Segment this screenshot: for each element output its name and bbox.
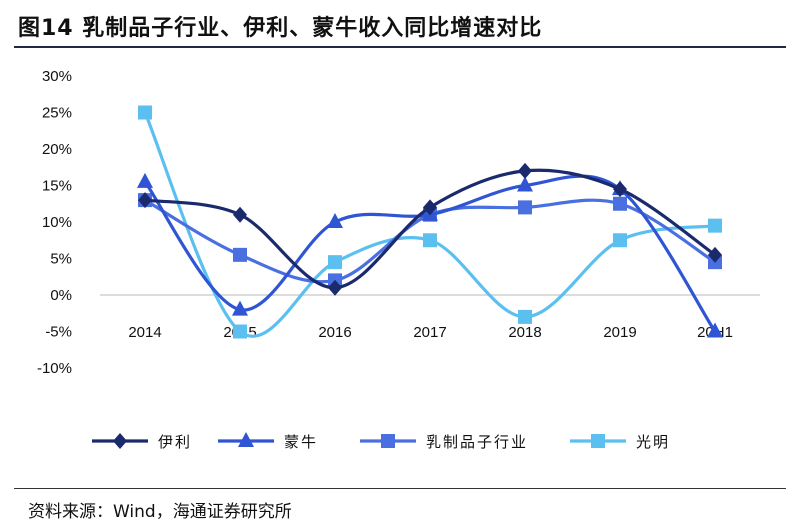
- legend-label: 伊利: [158, 433, 192, 451]
- y-tick-label: 30%: [42, 68, 72, 85]
- x-tick-label: 2014: [128, 324, 161, 341]
- y-tick-label: -10%: [37, 360, 72, 377]
- line-chart: 30%25%20%15%10%5%0%-5%-10%20142015201620…: [37, 68, 760, 451]
- data-point-series-0: [328, 279, 342, 296]
- data-point-series-0: [138, 192, 152, 209]
- data-point-series-0: [233, 206, 247, 223]
- legend-label: 蒙牛: [284, 433, 318, 451]
- legend-label: 光明: [636, 433, 670, 451]
- y-tick-label: 15%: [42, 178, 72, 195]
- y-tick-label: 25%: [42, 105, 72, 122]
- data-point-series-3: [328, 255, 342, 270]
- x-tick-label: 2019: [603, 324, 636, 341]
- data-point-series-2: [518, 200, 532, 215]
- series-line-0: [143, 168, 717, 290]
- data-point-series-0: [708, 246, 722, 263]
- x-tick-label: 2017: [413, 324, 446, 341]
- y-tick-label: 20%: [42, 141, 72, 158]
- data-point-series-1: [137, 172, 153, 188]
- data-point-series-3: [613, 233, 627, 248]
- data-point-series-1: [232, 300, 248, 316]
- x-tick-label: 2018: [508, 324, 541, 341]
- legend-marker: [238, 432, 254, 447]
- data-point-series-1: [707, 322, 723, 338]
- data-point-series-3: [233, 324, 247, 339]
- figure-title: 图14 乳制品子行业、伊利、蒙牛收入同比增速对比: [18, 16, 543, 41]
- y-tick-label: 5%: [50, 251, 72, 268]
- legend-label: 乳制品子行业: [426, 433, 528, 451]
- data-point-series-3: [423, 233, 437, 248]
- source-note: 资料来源：Wind，海通证券研究所: [28, 502, 292, 522]
- data-point-series-2: [233, 247, 247, 262]
- title-divider: [14, 46, 786, 48]
- data-point-series-2: [613, 196, 627, 211]
- legend-marker: [591, 434, 605, 448]
- series-line-3: [143, 110, 717, 338]
- legend-marker: [381, 434, 395, 448]
- data-point-series-1: [517, 176, 533, 192]
- data-point-series-3: [708, 218, 722, 233]
- data-point-series-3: [138, 105, 152, 120]
- data-point-series-0: [613, 181, 627, 198]
- data-point-series-1: [327, 213, 343, 228]
- data-point-series-0: [518, 162, 532, 179]
- source-divider: [14, 488, 786, 489]
- y-tick-label: 10%: [42, 214, 72, 231]
- data-point-series-3: [518, 309, 532, 324]
- y-tick-label: 0%: [50, 287, 72, 304]
- x-tick-label: 2016: [318, 324, 351, 341]
- y-tick-label: -5%: [45, 324, 72, 341]
- legend-marker: [113, 433, 127, 449]
- data-point-series-0: [423, 199, 437, 216]
